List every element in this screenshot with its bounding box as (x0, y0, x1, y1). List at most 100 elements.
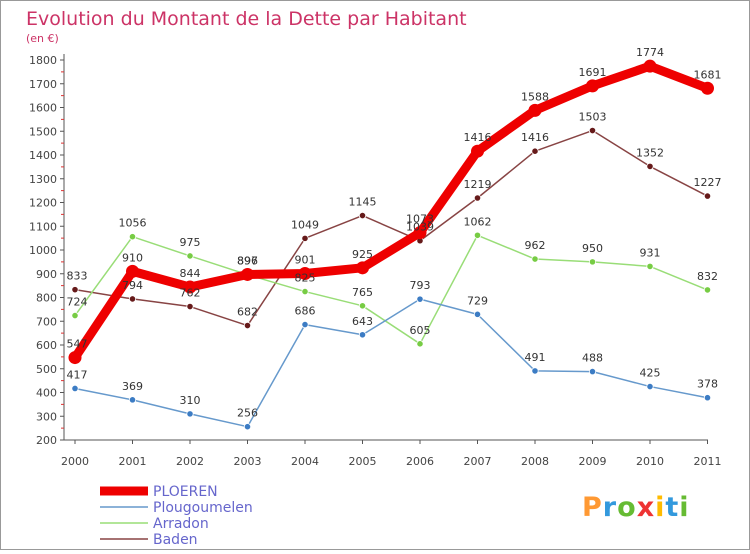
data-label-ploeren: 547 (67, 338, 88, 351)
data-point-ploeren (126, 264, 139, 278)
data-label-baden: 1503 (579, 111, 607, 124)
svg-text:Proxiti: Proxiti (582, 492, 690, 523)
series-line-plougoumelen (74, 298, 709, 428)
data-point-plougoumelen (71, 384, 79, 393)
data-label-plougoumelen: 417 (67, 368, 88, 381)
data-label-arradon: 896 (237, 255, 258, 268)
data-point-ploeren (586, 79, 599, 93)
data-label-baden: 1049 (291, 218, 319, 231)
data-label-ploeren: 901 (295, 254, 316, 267)
series-line-ploeren (70, 61, 712, 363)
data-point-arradon (358, 302, 367, 310)
data-point-ploeren (298, 267, 312, 281)
x-tick-label: 2008 (521, 455, 549, 468)
data-point-plougoumelen (301, 320, 309, 329)
data-point-baden (473, 194, 482, 202)
data-label-arradon: 832 (697, 270, 718, 283)
chart-title: Evolution du Montant de la Dette par Hab… (26, 8, 467, 30)
legend-label-baden: Baden (153, 532, 198, 548)
data-label-plougoumelen: 369 (122, 380, 143, 393)
data-point-ploeren (356, 261, 369, 275)
data-label-baden: 1145 (349, 196, 377, 209)
y-tick-label: 1600 (29, 102, 57, 115)
x-tick-label: 2000 (61, 455, 89, 468)
data-point-plougoumelen (646, 382, 654, 391)
data-point-arradon (646, 262, 654, 270)
data-point-baden (128, 295, 137, 303)
x-tick-label: 2006 (406, 455, 434, 468)
x-tick-label: 2001 (119, 455, 147, 468)
data-point-ploeren (413, 226, 427, 240)
y-tick-label: 1800 (29, 54, 57, 67)
data-label-arradon: 950 (582, 242, 603, 255)
y-tick-label: 1100 (29, 220, 57, 233)
data-point-arradon (703, 286, 712, 294)
data-point-arradon (301, 287, 309, 296)
data-label-ploeren: 1073 (406, 213, 434, 226)
data-point-baden (588, 126, 597, 135)
series-line-arradon (74, 234, 709, 345)
y-tick-label: 1500 (29, 125, 57, 138)
data-label-plougoumelen: 488 (582, 352, 603, 365)
data-point-plougoumelen (416, 295, 424, 303)
x-tick-label: 2003 (234, 455, 262, 468)
data-label-arradon: 825 (295, 272, 316, 285)
y-tick-label: 600 (36, 339, 57, 352)
data-point-ploeren (471, 144, 484, 158)
series-layer (68, 59, 714, 431)
data-label-plougoumelen: 256 (237, 407, 258, 420)
y-tick-label: 300 (36, 410, 57, 423)
y-tick-label: 1700 (29, 78, 57, 91)
y-tick-label: 400 (36, 387, 57, 400)
data-point-arradon (128, 233, 137, 241)
x-tick-label: 2011 (694, 455, 722, 468)
data-point-arradon (473, 231, 482, 239)
data-point-baden (71, 286, 79, 294)
data-label-plougoumelen: 491 (525, 351, 546, 364)
data-point-ploeren (701, 81, 714, 95)
proxiti-logo: Proxiti (582, 492, 690, 523)
y-tick-label: 1300 (29, 173, 57, 186)
data-point-baden (358, 211, 367, 220)
data-label-plougoumelen: 425 (640, 367, 661, 380)
y-tick-label: 700 (36, 315, 57, 328)
x-tick-label: 2009 (579, 455, 607, 468)
legend-label-plougoumelen: Plougoumelen (153, 500, 253, 516)
data-label-baden: 1227 (694, 176, 722, 189)
x-tick-label: 2007 (464, 455, 492, 468)
data-point-plougoumelen (531, 367, 539, 375)
series-line-baden (74, 129, 709, 327)
y-tick-label: 800 (36, 292, 57, 305)
data-label-ploeren: 1416 (464, 131, 492, 144)
data-label-arradon: 962 (525, 239, 546, 252)
data-label-plougoumelen: 729 (467, 294, 488, 307)
data-point-baden (243, 321, 252, 330)
data-label-plougoumelen: 310 (180, 394, 201, 407)
y-tick-label: 1000 (29, 244, 57, 257)
data-label-arradon: 765 (352, 286, 373, 299)
data-label-baden: 1352 (636, 146, 664, 159)
data-point-baden (301, 234, 309, 242)
data-point-baden (646, 162, 654, 170)
legend-label-arradon: Arradon (153, 516, 209, 532)
data-point-arradon (186, 252, 194, 260)
axes: 200 300 400 500 600 700 800 900 1000 1100 1200 1300… (29, 54, 722, 468)
data-label-ploeren: 1588 (521, 90, 549, 103)
data-label-arradon: 1062 (464, 215, 492, 228)
y-tick-label: 1200 (29, 197, 57, 210)
x-tick-label: 2010 (636, 455, 664, 468)
data-label-arradon: 931 (640, 246, 661, 259)
data-label-ploeren: 1681 (694, 68, 722, 81)
data-point-plougoumelen (186, 410, 194, 418)
data-label-plougoumelen: 643 (352, 315, 373, 328)
data-label-arradon: 724 (67, 296, 88, 309)
data-label-ploeren: 1774 (636, 46, 664, 59)
data-label-arradon: 975 (180, 236, 201, 249)
data-point-arradon (531, 255, 539, 263)
data-label-arradon: 1056 (119, 217, 147, 230)
data-point-plougoumelen (588, 367, 597, 376)
x-tick-label: 2002 (176, 455, 204, 468)
data-point-plougoumelen (243, 423, 252, 431)
data-point-baden (186, 302, 194, 311)
